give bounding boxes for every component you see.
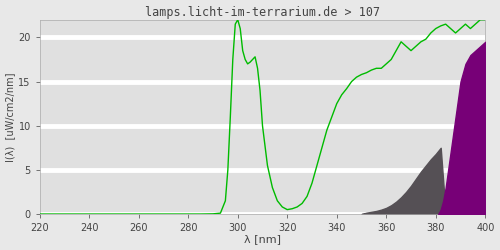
X-axis label: λ [nm]: λ [nm] (244, 234, 281, 244)
Y-axis label: I(λ)  [uW/cm2/nm]: I(λ) [uW/cm2/nm] (6, 72, 16, 162)
Title: lamps.licht-im-terrarium.de > 107: lamps.licht-im-terrarium.de > 107 (145, 6, 380, 18)
